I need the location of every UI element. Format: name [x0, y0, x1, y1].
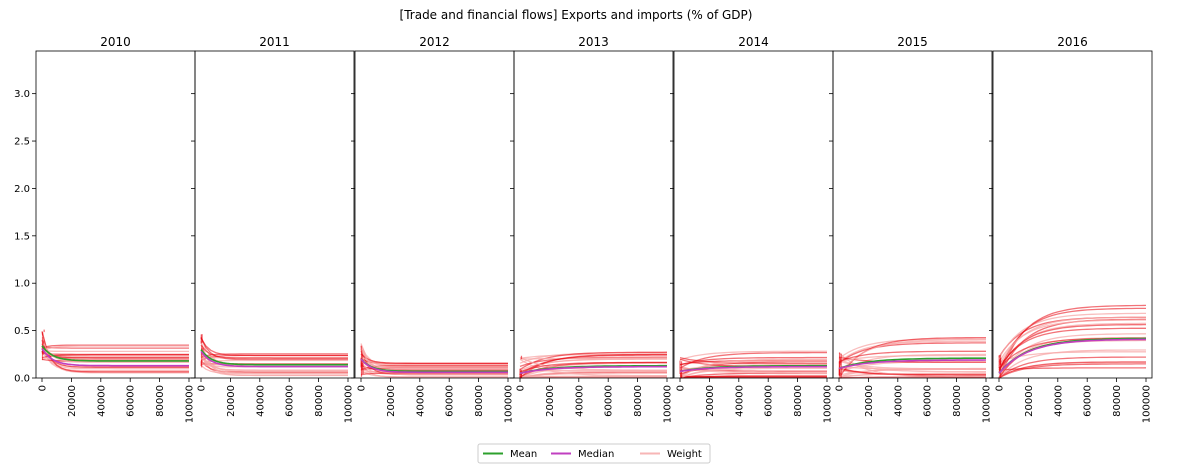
x-tick-label: 60000	[923, 385, 934, 417]
x-tick-label: 100000	[185, 385, 196, 423]
legend-label-weight: Weight	[667, 449, 702, 460]
x-tick-label: 60000	[285, 385, 296, 417]
x-tick-label: 80000	[1112, 385, 1123, 417]
x-tick-label: 100000	[663, 385, 674, 423]
y-tick-label: 0.0	[14, 374, 30, 385]
chart-title: [Trade and financial flows] Exports and …	[400, 8, 753, 22]
x-tick-label: 80000	[474, 385, 485, 417]
legend: Mean Median Weight	[478, 444, 710, 463]
panel-title: 2016	[1057, 35, 1088, 49]
y-tick-label: 1.5	[14, 231, 30, 242]
x-tick-label: 20000	[67, 385, 78, 417]
x-tick-label: 100000	[1142, 385, 1153, 423]
y-tick-label: 2.0	[14, 184, 30, 195]
panel-title: 2011	[259, 35, 290, 49]
panel-title: 2015	[897, 35, 928, 49]
legend-label-mean: Mean	[510, 449, 537, 460]
x-tick-label: 0	[676, 385, 687, 391]
x-tick-label: 40000	[96, 385, 107, 417]
panel-frame	[674, 51, 833, 378]
x-tick-label: 20000	[226, 385, 237, 417]
x-tick-label: 20000	[386, 385, 397, 417]
x-tick-label: 20000	[1024, 385, 1035, 417]
panel-2011: 2011 0 20000 40000 60000 80000 100000	[191, 35, 355, 423]
x-tick-label: 20000	[545, 385, 556, 417]
x-tick-label: 0	[835, 385, 846, 391]
x-tick-label: 0	[516, 385, 527, 391]
x-tick-label: 40000	[734, 385, 745, 417]
panel-title: 2012	[419, 35, 450, 49]
x-tick-label: 60000	[445, 385, 456, 417]
x-tick-label: 40000	[1053, 385, 1064, 417]
x-tick-label: 100000	[982, 385, 993, 423]
panel-2014: 2014 0 20000 40000 60000 80000 100000	[670, 35, 834, 423]
weight-line	[201, 338, 348, 355]
x-tick-label: 40000	[415, 385, 426, 417]
x-tick-label: 80000	[155, 385, 166, 417]
weight-line	[42, 351, 189, 352]
weight-line	[361, 354, 508, 364]
panel-title: 2010	[100, 35, 131, 49]
x-tick-label: 60000	[1083, 385, 1094, 417]
panel-2013: 2013 0 20000 40000 60000 80000 100000	[510, 35, 674, 423]
y-tick-label: 2.5	[14, 137, 30, 148]
x-tick-label: 100000	[344, 385, 355, 423]
x-tick-label: 0	[197, 385, 208, 391]
x-tick-label: 60000	[764, 385, 775, 417]
panel-2010: 2010 0.0 0.5 1.0 1.5 2.0 2.5 3.0 0 20000 40000 6000…	[14, 35, 195, 423]
x-tick-label: 60000	[604, 385, 615, 417]
x-tick-label: 20000	[864, 385, 875, 417]
x-tick-label: 40000	[893, 385, 904, 417]
panel-2015: 2015 0 20000 40000 60000 80000 100000	[829, 35, 993, 423]
panel-2012: 2012 0 20000 40000 60000 80000 100000	[351, 35, 515, 423]
x-tick-label: 20000	[705, 385, 716, 417]
weight-line	[42, 353, 189, 354]
panel-2016: 2016 0 20000 40000 60000 80000 100000	[989, 35, 1153, 423]
panel-frame	[195, 51, 354, 378]
y-tick-label: 0.5	[14, 326, 30, 337]
x-tick-label: 80000	[793, 385, 804, 417]
x-tick-label: 0	[995, 385, 1006, 391]
panel-title: 2014	[738, 35, 769, 49]
panel-frame	[833, 51, 992, 378]
x-tick-label: 40000	[255, 385, 266, 417]
x-tick-label: 0	[38, 385, 49, 391]
x-tick-label: 80000	[314, 385, 325, 417]
legend-label-median: Median	[578, 449, 614, 460]
x-tick-label: 100000	[823, 385, 834, 423]
panel-title: 2013	[578, 35, 609, 49]
x-tick-label: 40000	[574, 385, 585, 417]
x-tick-label: 80000	[633, 385, 644, 417]
y-tick-label: 3.0	[14, 89, 30, 100]
x-tick-label: 0	[357, 385, 368, 391]
x-tick-label: 80000	[952, 385, 963, 417]
panel-frame	[36, 51, 195, 378]
y-tick-label: 1.0	[14, 279, 30, 290]
panel-frame	[355, 51, 514, 378]
panel-frame	[514, 51, 673, 378]
x-tick-label: 60000	[126, 385, 137, 417]
x-tick-label: 100000	[504, 385, 515, 423]
